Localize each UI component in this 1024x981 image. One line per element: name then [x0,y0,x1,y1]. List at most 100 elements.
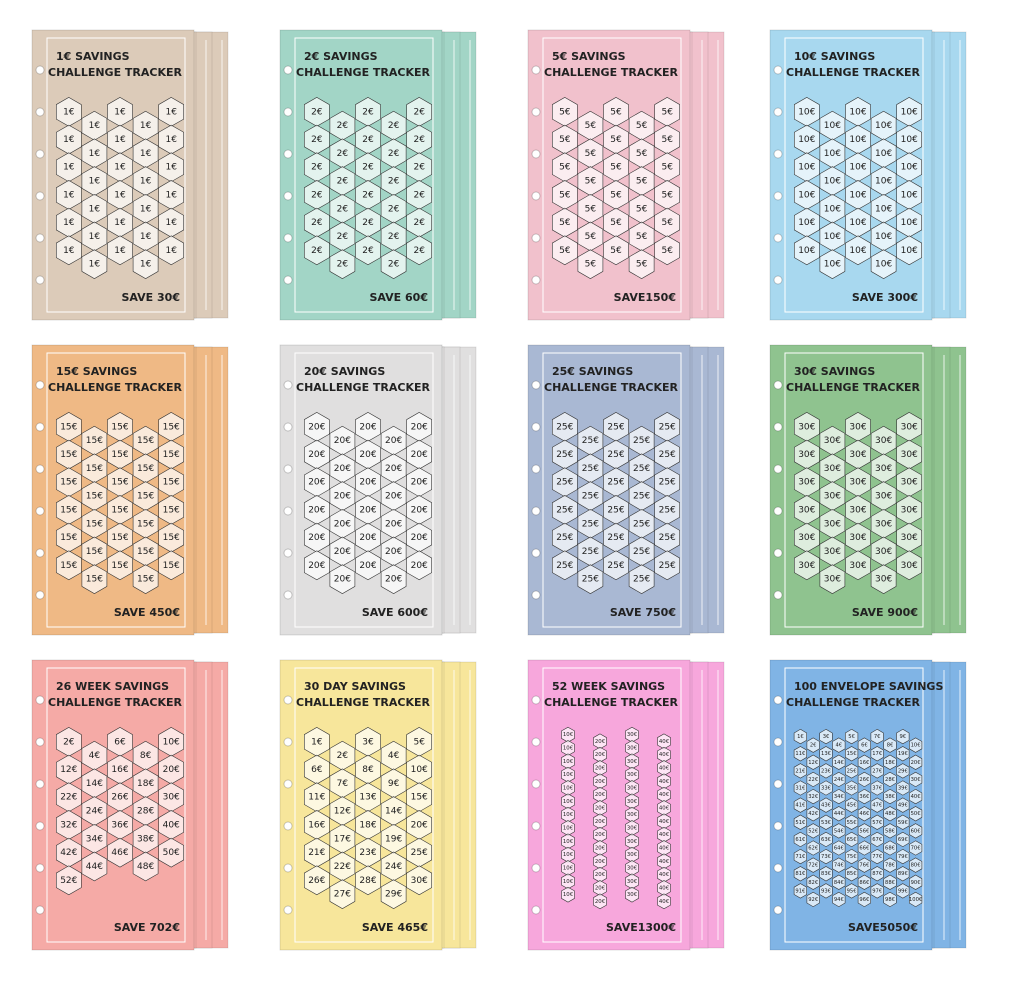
punch-hole [773,233,783,243]
hex-cell [832,788,846,805]
hex-cell [793,746,808,762]
card-title: 5€ SAVINGS [552,50,626,63]
hex-label: 4€ [835,743,842,749]
hex-label: 2€ [388,177,400,187]
punch-hole [531,275,541,285]
punch-hole [531,590,541,600]
hex-label: 45€ [847,803,857,809]
hex-cell [628,564,655,594]
hex-label: 1€ [140,121,152,131]
hex-cell [132,851,159,882]
hex-cell [870,728,884,745]
punch-hole [283,548,293,558]
hex-label: 20€ [308,533,325,543]
hex-cell [832,874,846,890]
hex-label: 28€ [885,777,895,783]
hex-label: 10€ [824,204,841,214]
punch-hole [531,779,541,789]
hex-label: 20€ [308,561,325,571]
hex-label: 96€ [859,897,869,903]
hex-label: 30€ [627,892,638,898]
hex-label: 10€ [824,260,841,270]
hex-label: 82€ [808,880,818,886]
hex-label: 10€ [563,732,574,738]
card-subtitle: CHALLENGE TRACKER [544,696,679,709]
hex-cell [107,235,133,266]
hex-label: 40€ [659,832,670,838]
hex-label: 10€ [849,218,866,228]
page-frame [784,667,924,943]
hex-label: 5€ [636,260,648,270]
hex-cell [55,235,82,266]
punch-hole [35,863,45,873]
hex-label: 20€ [595,779,606,785]
punch-hole [35,548,45,558]
punch-hole [773,863,783,873]
hex-label: 20€ [359,561,376,571]
card-title: 100 ENVELOPE SAVINGS [794,680,943,693]
hex-cell [908,874,923,890]
hex-cell [896,780,910,796]
hex-label: 30€ [627,839,638,845]
hex-label: 2€ [337,260,349,270]
hex-label: 57€ [872,820,882,826]
hex-cell [908,840,923,856]
hex-label: 20€ [334,547,351,557]
hex-cell [908,754,923,770]
page-frame [46,352,186,628]
card: 5€ SAVINGS CHALLENGE TRACKER SAVE150€ 5€ 5€ 5… [527,29,725,321]
hex-cell [806,823,820,839]
hex-label: 10€ [901,107,918,117]
hex-label: 12€ [808,760,818,766]
punch-hole [35,506,45,516]
hex-label: 25€ [582,575,599,585]
save-total: SAVE 900€ [852,606,918,619]
card-title: 20€ SAVINGS [304,365,385,378]
hex-label: 40€ [659,779,670,785]
hex-label: 40€ [659,859,670,865]
hex-label: 1€ [63,246,75,256]
hex-label: 30€ [901,450,918,460]
hex-label: 15€ [111,561,128,571]
hex-label: 20€ [411,478,428,488]
hex-cell [870,866,884,882]
hex-label: 30€ [627,852,638,858]
punch-hole [283,65,293,75]
hex-cell [870,763,884,779]
hex-cell [806,840,820,856]
hex-label: 62€ [808,846,818,852]
hex-cell [844,831,859,848]
hex-label: 2€ [413,163,425,173]
hex-label: 15€ [111,505,128,515]
hex-label: 15€ [163,422,180,432]
hex-label: 1€ [114,107,126,117]
hex-label: 10€ [563,746,574,752]
hex-cell [857,857,872,873]
hex-label: 1€ [89,260,101,270]
card-subtitle: CHALLENGE TRACKER [544,381,679,394]
hex-label: 59€ [898,820,908,826]
hex-cell [896,746,910,762]
hex-label: 10€ [798,190,815,200]
hex-cell [406,865,433,896]
hex-label: 25€ [659,422,676,432]
hex-cell [806,874,820,890]
hex-cell [883,754,897,770]
hex-label: 90€ [911,880,921,886]
hex-label: 30€ [627,772,638,778]
save-total: SAVE 702€ [114,921,180,934]
hex-label: 2€ [362,107,374,117]
hex-cell [628,249,655,279]
hex-cell [844,763,859,779]
hex-label: 2€ [362,190,374,200]
hex-label: 40€ [659,766,670,772]
hex-label: 1€ [114,218,126,228]
hex-label: 15€ [60,450,77,460]
save-total: SAVE5050€ [848,921,918,934]
hex-label: 10€ [901,135,918,145]
hex-label: 20€ [385,464,402,474]
punch-hole [531,191,541,201]
punch-hole [283,191,293,201]
hex-cell [577,564,604,594]
punch-hole [773,149,783,159]
